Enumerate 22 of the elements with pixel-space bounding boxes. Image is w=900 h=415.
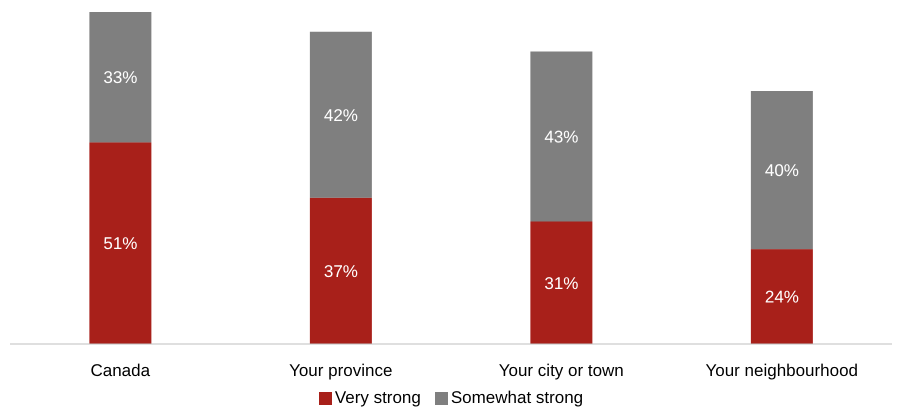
bar <box>750 249 813 344</box>
x-tick-label: Your province <box>289 361 392 380</box>
data-label: 37% <box>324 262 358 281</box>
data-label: 33% <box>103 68 138 88</box>
bar <box>530 221 592 344</box>
data-label: 40% <box>764 161 799 180</box>
bar <box>530 52 592 222</box>
data-label: 43% <box>544 128 578 147</box>
x-tick-label: Your neighbourhood <box>705 361 858 380</box>
bar <box>89 12 152 142</box>
legend-label: Somewhat strong <box>450 388 584 408</box>
data-label: 24% <box>764 288 799 307</box>
legend-label: Very strong <box>334 388 421 408</box>
x-tick-label: Your city or town <box>498 361 624 380</box>
data-label: 51% <box>103 234 138 254</box>
x-tick-label: Canada <box>90 361 151 380</box>
bar <box>310 32 372 198</box>
data-label: 42% <box>324 106 358 125</box>
bar <box>310 198 372 344</box>
bar <box>750 91 813 250</box>
bar <box>89 142 152 344</box>
data-label: 31% <box>544 274 578 293</box>
